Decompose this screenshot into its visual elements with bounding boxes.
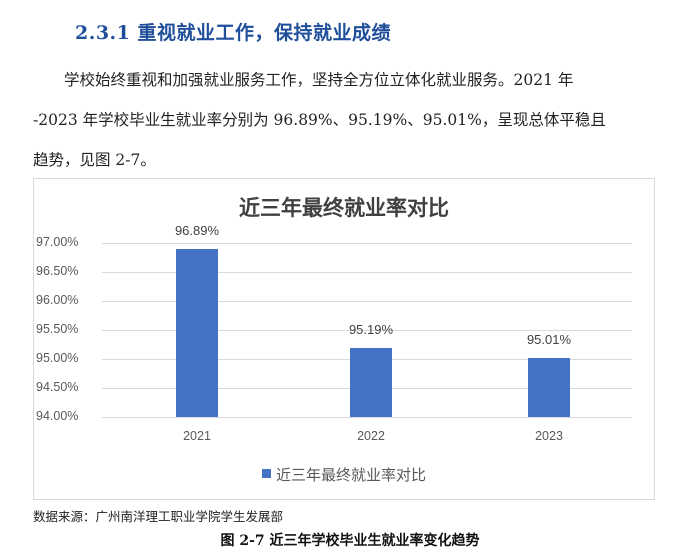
paragraph-line-3: 趋势，见图 2-7。 — [33, 151, 156, 169]
data-source-note: 数据来源：广州南洋理工职业学院学生发展部 — [33, 509, 284, 524]
body-paragraph: 学校始终重视和加强就业服务工作，坚持全方位立体化就业服务。2021 年 -202… — [33, 60, 663, 180]
bar-chart: 近三年最终就业率对比 94.00% 94.50% 95.00% 95.50% 96.00… — [33, 178, 655, 500]
gridline — [102, 243, 632, 244]
x-axis-tick: 2023 — [535, 429, 563, 443]
y-axis-tick: 96.00% — [36, 293, 79, 307]
bar-2023 — [528, 358, 570, 417]
bar-2021 — [176, 249, 218, 417]
section-heading: 2.3.1 重视就业工作，保持就业成绩 — [75, 22, 392, 44]
paragraph-line-1: 学校始终重视和加强就业服务工作，坚持全方位立体化就业服务。2021 年 — [64, 71, 574, 89]
y-axis-tick: 96.50% — [36, 264, 79, 278]
y-axis-tick: 94.00% — [36, 409, 79, 423]
figure-caption: 图 2-7 近三年学校毕业生就业率变化趋势 — [220, 533, 480, 549]
y-axis-tick: 94.50% — [36, 380, 79, 394]
data-label: 95.19% — [348, 321, 394, 337]
y-axis-tick: 95.00% — [36, 351, 79, 365]
gridline — [102, 417, 632, 418]
data-label: 96.89% — [174, 223, 220, 239]
legend-swatch-icon — [261, 469, 271, 478]
y-axis-tick: 97.00% — [36, 235, 79, 249]
legend-label: 近三年最终就业率对比 — [275, 466, 426, 484]
bar-2022 — [350, 347, 392, 417]
data-label: 95.01% — [526, 332, 572, 348]
gridline — [102, 330, 632, 331]
chart-legend: 近三年最终就业率对比 — [34, 464, 654, 485]
y-axis-tick: 95.50% — [36, 322, 79, 336]
gridline — [102, 301, 632, 302]
gridline — [102, 272, 632, 273]
chart-title: 近三年最终就业率对比 — [239, 195, 449, 220]
x-axis-tick: 2022 — [357, 429, 385, 443]
x-axis-tick: 2021 — [183, 429, 211, 443]
paragraph-line-2: -2023 年学校毕业生就业率分别为 96.89%、95.19%、95.01%，… — [33, 111, 606, 129]
plot-area: 94.00% 94.50% 95.00% 95.50% 96.00% 96.50% 97.0… — [34, 179, 654, 499]
